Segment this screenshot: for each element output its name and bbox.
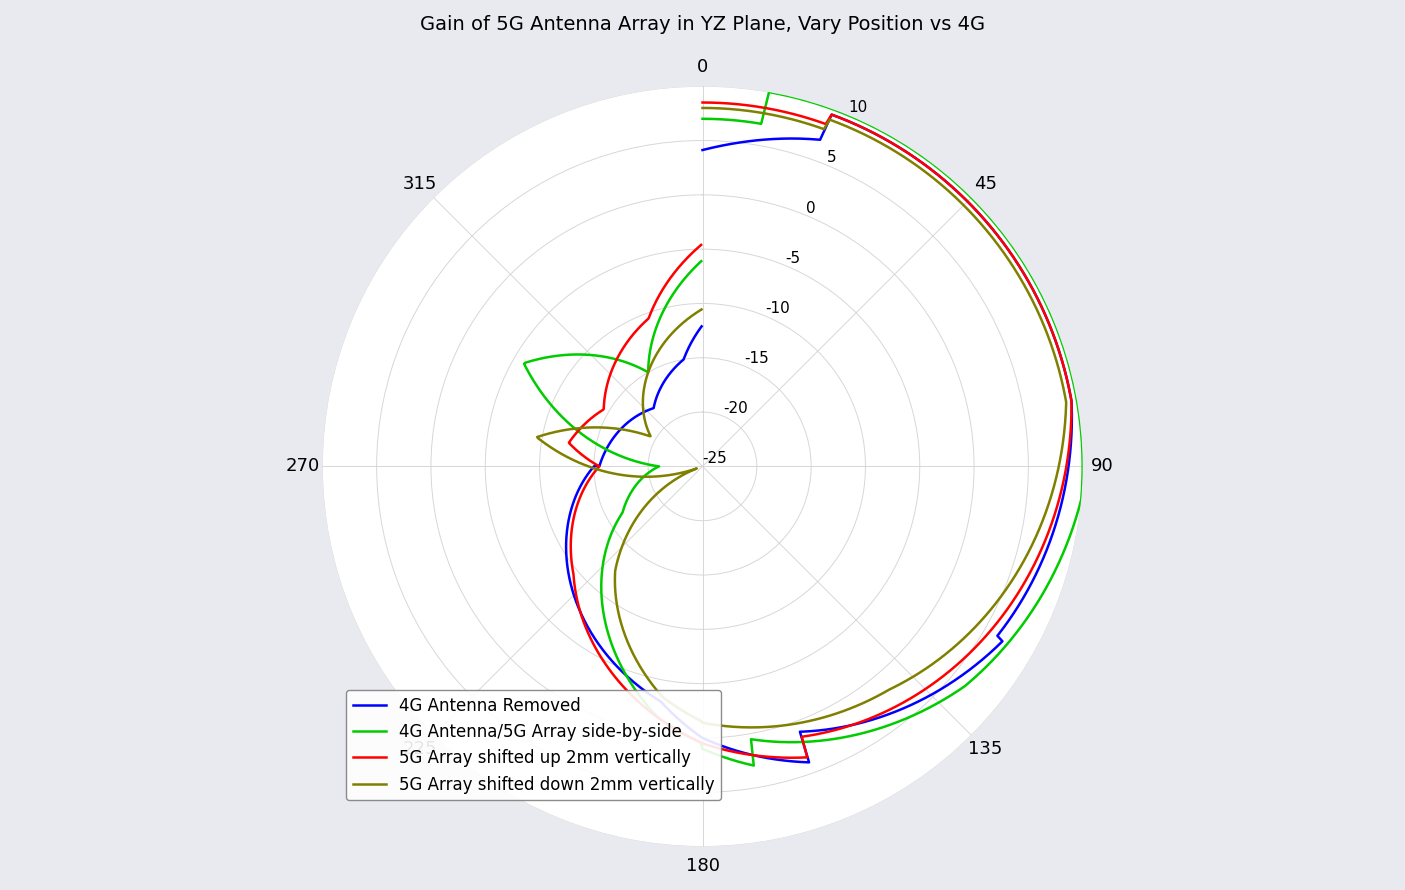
5G Array shifted down 2mm vertically xyxy=(916,166,933,177)
4G Antenna Removed xyxy=(823,109,840,120)
5G Array shifted down 2mm vertically xyxy=(688,463,705,473)
5G Array shifted down 2mm vertically xyxy=(693,304,710,315)
5G Array shifted up 2mm vertically xyxy=(694,97,711,108)
5G Array shifted down 2mm vertically xyxy=(854,698,871,708)
4G Antenna/5G Array side-by-side xyxy=(620,492,636,503)
5G Array shifted up 2mm vertically xyxy=(864,712,881,723)
Line: 4G Antenna/5G Array side-by-side: 4G Antenna/5G Array side-by-side xyxy=(524,92,1083,765)
5G Array shifted down 2mm vertically xyxy=(822,115,839,125)
5G Array shifted down 2mm vertically xyxy=(573,423,590,433)
4G Antenna/5G Array side-by-side xyxy=(694,113,711,124)
5G Array shifted up 2mm vertically xyxy=(823,109,840,120)
4G Antenna/5G Array side-by-side xyxy=(562,419,579,430)
5G Array shifted up 2mm vertically xyxy=(573,423,590,433)
5G Array shifted up 2mm vertically xyxy=(565,515,582,526)
4G Antenna/5G Array side-by-side xyxy=(693,255,710,266)
Line: 4G Antenna Removed: 4G Antenna Removed xyxy=(566,115,1072,763)
4G Antenna Removed xyxy=(645,403,662,414)
4G Antenna Removed xyxy=(920,162,937,173)
5G Array shifted down 2mm vertically xyxy=(535,430,552,441)
4G Antenna Removed xyxy=(604,433,621,444)
Line: 5G Array shifted up 2mm vertically: 5G Array shifted up 2mm vertically xyxy=(569,102,1072,757)
4G Antenna Removed xyxy=(599,443,615,454)
4G Antenna Removed xyxy=(559,517,576,528)
4G Antenna/5G Array side-by-side xyxy=(760,86,777,97)
5G Array shifted up 2mm vertically xyxy=(562,435,579,446)
5G Array shifted up 2mm vertically xyxy=(920,162,937,173)
5G Array shifted down 2mm vertically xyxy=(694,102,711,113)
Title: Gain of 5G Antenna Array in YZ Plane, Vary Position vs 4G: Gain of 5G Antenna Array in YZ Plane, Va… xyxy=(420,15,985,34)
4G Antenna/5G Array side-by-side xyxy=(592,441,608,451)
4G Antenna/5G Array side-by-side xyxy=(651,461,667,472)
4G Antenna/5G Array side-by-side xyxy=(801,736,818,747)
4G Antenna/5G Array side-by-side xyxy=(923,158,940,168)
4G Antenna Removed xyxy=(865,714,882,724)
Legend: 4G Antenna Removed, 4G Antenna/5G Array side-by-side, 5G Array shifted up 2mm ve: 4G Antenna Removed, 4G Antenna/5G Array … xyxy=(346,690,722,800)
5G Array shifted up 2mm vertically xyxy=(799,731,816,741)
5G Array shifted up 2mm vertically xyxy=(693,239,710,250)
4G Antenna Removed xyxy=(694,145,711,156)
4G Antenna Removed xyxy=(693,321,710,332)
4G Antenna Removed xyxy=(797,726,813,737)
5G Array shifted down 2mm vertically xyxy=(794,717,811,728)
5G Array shifted up 2mm vertically xyxy=(592,461,608,472)
5G Array shifted down 2mm vertically xyxy=(679,467,695,478)
Line: 5G Array shifted down 2mm vertically: 5G Array shifted down 2mm vertically xyxy=(537,108,1066,727)
4G Antenna/5G Array side-by-side xyxy=(873,723,889,733)
